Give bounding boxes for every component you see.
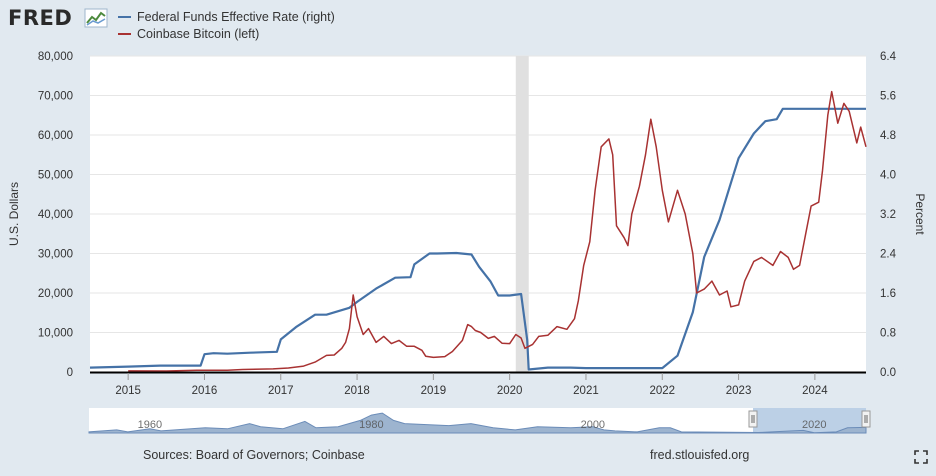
series-line-fedfunds <box>89 107 866 371</box>
right-tick-label: 6.4 <box>880 51 897 63</box>
legend-label-fedfunds: Federal Funds Effective Rate (right) <box>137 9 335 24</box>
series-line-bitcoin <box>128 90 867 372</box>
x-tick-label: 2019 <box>421 385 447 397</box>
navigator-tick-label: 2020 <box>802 419 826 431</box>
x-tick-label: 2024 <box>802 385 828 397</box>
right-tick-label: 5.6 <box>880 91 896 103</box>
right-tick-label: 4.0 <box>880 170 896 182</box>
right-axis-label: Percent <box>913 193 927 235</box>
x-tick-label: 2016 <box>192 385 218 397</box>
navigator-tick-label: 1980 <box>359 419 383 431</box>
left-tick-label: 40,000 <box>38 209 73 221</box>
right-tick-label: 2.4 <box>880 249 897 261</box>
left-tick-label: 20,000 <box>38 288 73 300</box>
right-tick-label: 4.8 <box>880 130 896 142</box>
fullscreen-icon[interactable] <box>914 450 928 464</box>
left-tick-label: 50,000 <box>38 170 73 182</box>
left-tick-label: 30,000 <box>38 249 73 261</box>
navigator-handle-left[interactable] <box>748 410 758 428</box>
left-tick-label: 10,000 <box>38 328 73 340</box>
x-tick-label: 2020 <box>497 385 523 397</box>
navigator-ticks: 1960 1980 2000 2020 <box>138 419 827 431</box>
legend-label-bitcoin: Coinbase Bitcoin (left) <box>137 26 260 41</box>
left-tick-label: 60,000 <box>38 130 73 142</box>
legend: Federal Funds Effective Rate (right) Coi… <box>118 8 335 42</box>
legend-item-bitcoin[interactable]: Coinbase Bitcoin (left) <box>118 25 335 42</box>
left-axis-ticks: 0 10,000 20,000 30,000 40,000 50,000 60,000 70,… <box>38 51 73 379</box>
gridlines <box>90 55 866 333</box>
sources-text: Sources: Board of Governors; Coinbase <box>143 448 365 462</box>
legend-swatch-fedfunds <box>118 15 131 18</box>
recession-band <box>515 56 529 372</box>
navigator-handle-right[interactable] <box>861 410 871 428</box>
navigator-tick-label: 2000 <box>581 419 605 431</box>
range-navigator[interactable]: 1960 1980 2000 2020 <box>88 408 871 434</box>
navigator-tick-label: 1960 <box>138 419 162 431</box>
fred-logo[interactable]: FRED <box>8 6 73 30</box>
right-tick-label: 3.2 <box>880 209 896 221</box>
x-tick-label: 2015 <box>115 385 141 397</box>
left-tick-label: 70,000 <box>38 91 73 103</box>
legend-swatch-bitcoin <box>118 32 131 35</box>
x-tick-label: 2023 <box>726 385 752 397</box>
x-axis-ticks: 2015 2016 2017 2018 2019 2020 2021 2022 2023 2024 <box>115 373 828 397</box>
x-tick-label: 2017 <box>268 385 294 397</box>
right-tick-label: 1.6 <box>880 288 896 300</box>
left-axis-label: U.S. Dollars <box>7 182 21 246</box>
fred-chart-logo-icon <box>84 8 108 28</box>
legend-item-fedfunds[interactable]: Federal Funds Effective Rate (right) <box>118 8 335 25</box>
right-tick-label: 0.0 <box>880 367 896 379</box>
x-tick-label: 2022 <box>649 385 675 397</box>
x-tick-label: 2021 <box>573 385 599 397</box>
x-tick-label: 2018 <box>344 385 370 397</box>
navigator-area <box>88 412 867 434</box>
left-tick-label: 80,000 <box>38 51 73 63</box>
right-tick-label: 0.8 <box>880 328 896 340</box>
site-link[interactable]: fred.stlouisfed.org <box>650 448 750 462</box>
right-axis-ticks: 0.0 0.8 1.6 2.4 3.2 4.0 4.8 5.6 6.4 <box>880 51 897 379</box>
left-tick-label: 0 <box>67 367 73 379</box>
